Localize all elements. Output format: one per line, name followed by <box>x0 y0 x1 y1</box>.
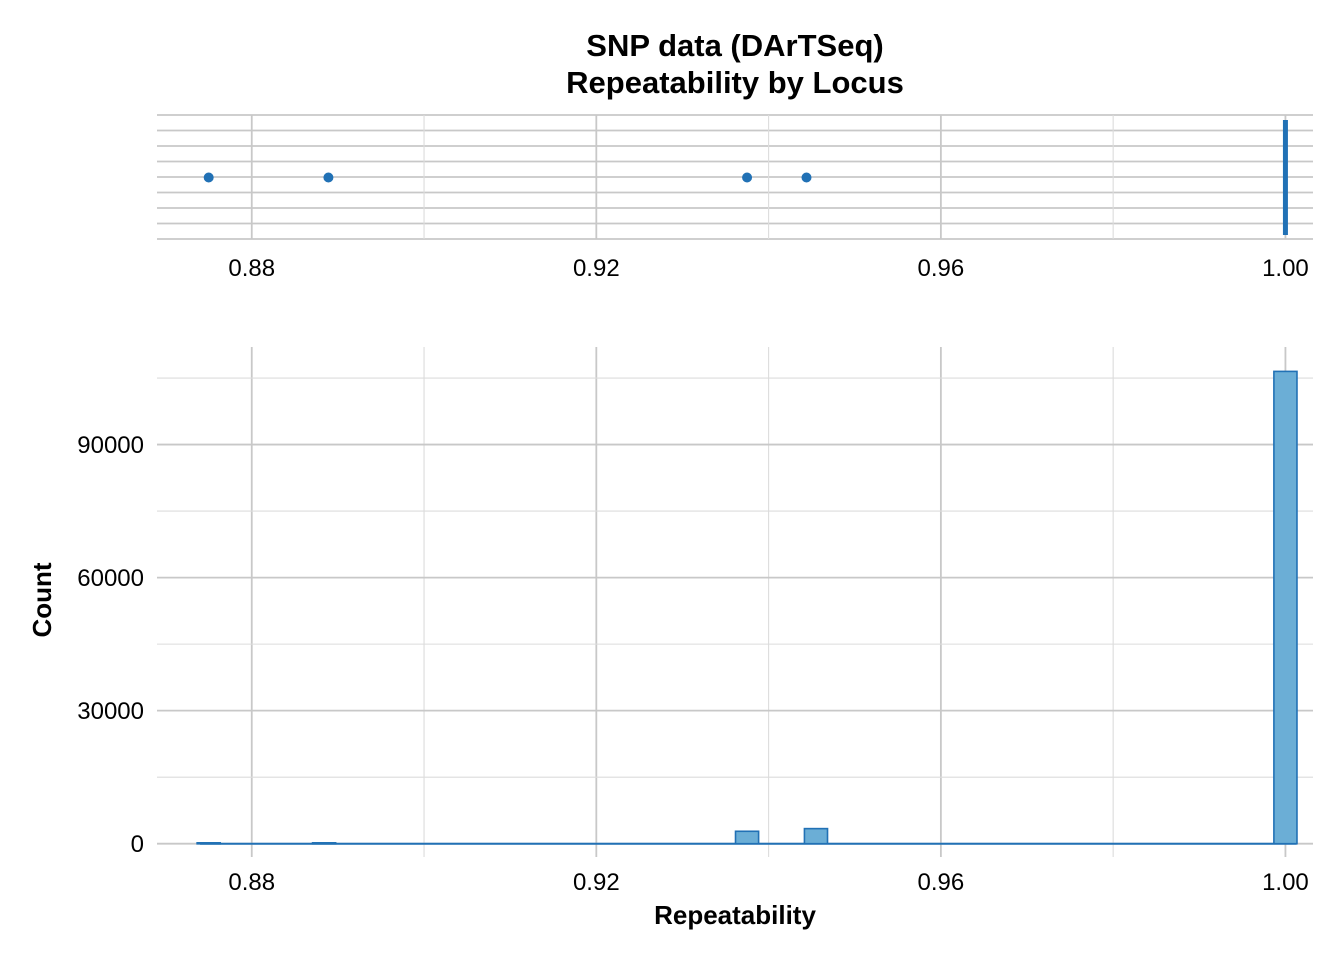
histogram-x-tick-label: 0.96 <box>918 869 965 896</box>
chart-subtitle: Repeatability by Locus <box>566 65 904 100</box>
dot-plot-point <box>801 172 812 183</box>
histogram-bar <box>311 842 337 845</box>
dot-plot-x-tick-label: 0.88 <box>228 255 275 282</box>
dot-plot-x-tick-label: 0.96 <box>918 255 965 282</box>
histogram-y-tick-label: 30000 <box>77 698 144 725</box>
histogram-bar <box>1273 370 1298 845</box>
histogram-bar <box>803 827 829 845</box>
histogram-y-tick-label: 0 <box>131 831 144 858</box>
dot-plot-x-ticks: 0.88 0.92 0.96 1.00 <box>228 255 1308 282</box>
y-axis-label: Count <box>27 562 57 637</box>
chart-title: SNP data (DArTSeq) <box>586 28 883 63</box>
dot-plot-marks <box>203 120 1288 235</box>
dot-plot-point <box>742 172 753 183</box>
histogram-x-tick-label: 1.00 <box>1262 869 1309 896</box>
dot-plot-panel: 0.88 0.92 0.96 1.00 <box>157 114 1313 282</box>
histogram-y-tick-label: 60000 <box>77 565 144 592</box>
histogram-y-tick-label: 90000 <box>77 432 144 459</box>
dot-plot-x-tick-label: 1.00 <box>1262 255 1309 282</box>
dot-plot-point <box>323 172 334 183</box>
dot-plot-x-tick-label: 0.92 <box>573 255 620 282</box>
histogram-x-tick-label: 0.92 <box>573 869 620 896</box>
histogram-panel: 0.88 0.92 0.96 1.00 0 30000 60000 90000 Repeat… <box>27 347 1313 930</box>
histogram-y-ticks: 0 30000 60000 90000 <box>77 432 144 858</box>
x-axis-label: Repeatability <box>654 900 816 930</box>
histogram-bars <box>196 370 1298 845</box>
histogram-bar <box>196 842 222 845</box>
histogram-x-ticks: 0.88 0.92 0.96 1.00 <box>228 869 1308 896</box>
histogram-grid <box>157 347 1313 857</box>
histogram-bar <box>734 830 760 845</box>
histogram-x-tick-label: 0.88 <box>228 869 275 896</box>
dot-plot-point <box>203 172 214 183</box>
